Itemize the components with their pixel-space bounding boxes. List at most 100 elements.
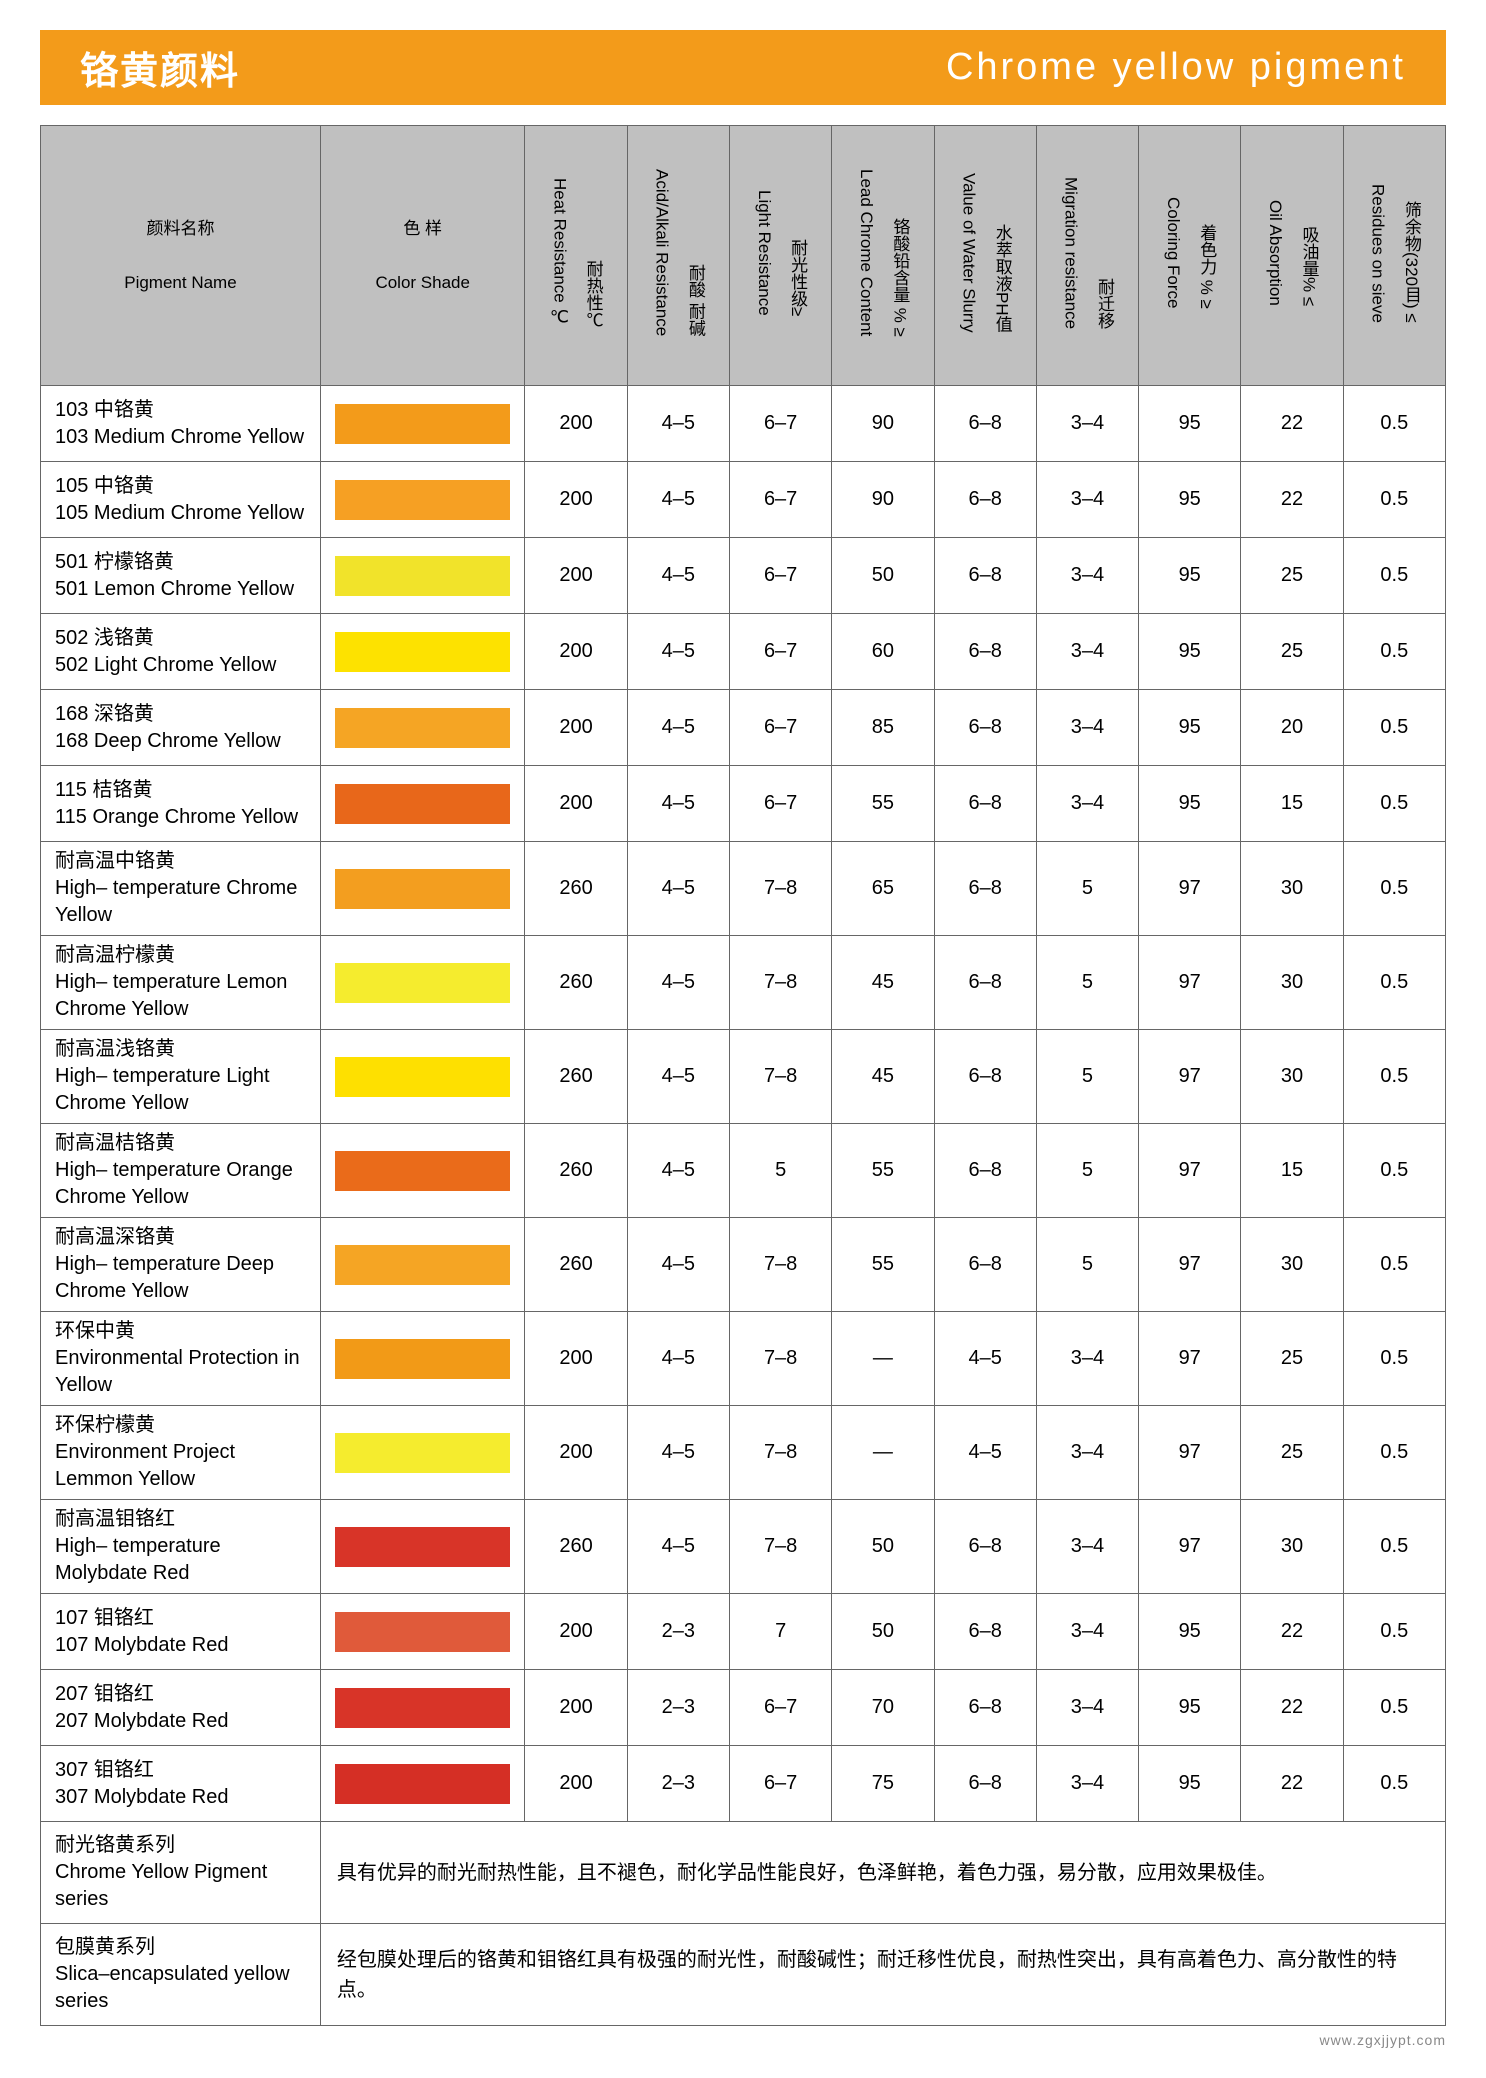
header-col-cn: 耐迁移: [1092, 278, 1116, 329]
color-swatch: [335, 963, 511, 1003]
series-name-cn: 包膜黄系列: [55, 1936, 155, 1958]
header-col-2: Light Resistance 耐光性级≥: [730, 126, 832, 386]
data-cell: 4–5: [627, 1406, 729, 1500]
data-cell: 260: [525, 1030, 627, 1124]
data-cell: 3–4: [1036, 462, 1138, 538]
data-cell: 25: [1241, 1312, 1343, 1406]
table-row: 103 中铬黄103 Medium Chrome Yellow2004–56–7…: [41, 386, 1446, 462]
data-cell: 7–8: [730, 842, 832, 936]
pigment-name-cn: 502 浅铬黄: [55, 625, 316, 652]
header-col-8: Residues on sieve 筛余物(320目) ≤: [1343, 126, 1445, 386]
data-cell: 0.5: [1343, 538, 1445, 614]
data-cell: 6–7: [730, 386, 832, 462]
header-col-en: Migration resistance: [1059, 177, 1083, 329]
pigment-name-en: 207 Molybdate Red: [55, 1708, 316, 1735]
data-cell: 7–8: [730, 1500, 832, 1594]
data-cell: 4–5: [627, 1030, 729, 1124]
data-cell: 95: [1139, 690, 1241, 766]
data-cell: 4–5: [934, 1312, 1036, 1406]
data-cell: 200: [525, 1670, 627, 1746]
data-cell: 55: [832, 1124, 934, 1218]
data-cell: 30: [1241, 1500, 1343, 1594]
series-desc: 具有优异的耐光耐热性能，且不褪色，耐化学品性能良好，色泽鲜艳，着色力强，易分散，…: [320, 1822, 1445, 1924]
pigment-name: 501 柠檬铬黄501 Lemon Chrome Yellow: [41, 538, 321, 614]
data-cell: 97: [1139, 1312, 1241, 1406]
pigment-name: 103 中铬黄103 Medium Chrome Yellow: [41, 386, 321, 462]
header-shade-cn: 色 样: [403, 219, 442, 238]
pigment-name-cn: 103 中铬黄: [55, 397, 316, 424]
header-col-cn: 着色力 % ≥: [1194, 224, 1218, 309]
color-shade-cell: [320, 1406, 525, 1500]
banner-title-cn: 铬黄颜料: [80, 40, 240, 95]
data-cell: 3–4: [1036, 766, 1138, 842]
data-cell: 30: [1241, 842, 1343, 936]
data-cell: 95: [1139, 614, 1241, 690]
data-cell: 0.5: [1343, 1594, 1445, 1670]
banner-title-en: Chrome yellow pigment: [946, 46, 1406, 89]
color-swatch: [335, 784, 511, 824]
data-cell: 200: [525, 1746, 627, 1822]
pigment-table: 颜料名称 Pigment Name 色 样 Color Shade Heat R…: [40, 125, 1446, 2026]
data-cell: 3–4: [1036, 538, 1138, 614]
pigment-name-en: 307 Molybdate Red: [55, 1784, 316, 1811]
data-cell: 200: [525, 1594, 627, 1670]
header-col-cn: 耐光性级≥: [785, 239, 809, 316]
data-cell: 97: [1139, 1218, 1241, 1312]
data-cell: 97: [1139, 1124, 1241, 1218]
pigment-name-en: High– temperature Deep Chrome Yellow: [55, 1251, 316, 1305]
pigment-name: 耐高温钼铬红High– temperature Molybdate Red: [41, 1500, 321, 1594]
pigment-name-en: High– temperature Orange Chrome Yellow: [55, 1157, 316, 1211]
data-cell: 97: [1139, 936, 1241, 1030]
header-col-en: Heat Resistance ℃: [548, 178, 572, 327]
data-cell: 0.5: [1343, 462, 1445, 538]
table-row: 耐高温中铬黄High– temperature Chrome Yellow260…: [41, 842, 1446, 936]
data-cell: 75: [832, 1746, 934, 1822]
data-cell: 6–8: [934, 1670, 1036, 1746]
pigment-name: 105 中铬黄105 Medium Chrome Yellow: [41, 462, 321, 538]
data-cell: 6–8: [934, 1746, 1036, 1822]
color-shade-cell: [320, 1218, 525, 1312]
pigment-name-cn: 105 中铬黄: [55, 473, 316, 500]
header-name-cn: 颜料名称: [146, 219, 214, 238]
data-cell: 6–8: [934, 936, 1036, 1030]
color-swatch: [335, 1527, 511, 1567]
header-col-0: Heat Resistance ℃ 耐热性℃: [525, 126, 627, 386]
color-swatch: [335, 556, 511, 596]
data-cell: 200: [525, 386, 627, 462]
data-cell: 22: [1241, 1594, 1343, 1670]
pigment-name-en: High– temperature Lemon Chrome Yellow: [55, 969, 316, 1023]
data-cell: 6–8: [934, 1124, 1036, 1218]
data-cell: 3–4: [1036, 1406, 1138, 1500]
series-name-en: Slica–encapsulated yellow series: [55, 1963, 290, 2012]
header-col-cn: 吸油量% ≤: [1297, 226, 1321, 306]
data-cell: 22: [1241, 386, 1343, 462]
table-row: 耐高温浅铬黄High– temperature Light Chrome Yel…: [41, 1030, 1446, 1124]
data-cell: 200: [525, 538, 627, 614]
data-cell: 4–5: [627, 1500, 729, 1594]
color-shade-cell: [320, 842, 525, 936]
data-cell: 7–8: [730, 936, 832, 1030]
pigment-name-cn: 耐高温中铬黄: [55, 848, 316, 875]
data-cell: 90: [832, 386, 934, 462]
data-cell: 6–7: [730, 690, 832, 766]
data-cell: 0.5: [1343, 1746, 1445, 1822]
table-row: 耐高温钼铬红High– temperature Molybdate Red260…: [41, 1500, 1446, 1594]
data-cell: 30: [1241, 1030, 1343, 1124]
pigment-name-cn: 107 钼铬红: [55, 1605, 316, 1632]
data-cell: 97: [1139, 842, 1241, 936]
header-col-3: Lead Chrome Content 铬酸铅含量 % ≥: [832, 126, 934, 386]
color-swatch: [335, 869, 511, 909]
pigment-name-cn: 115 桔铬黄: [55, 777, 316, 804]
data-cell: 4–5: [627, 936, 729, 1030]
color-shade-cell: [320, 538, 525, 614]
pigment-name: 环保柠檬黄Environment Project Lemmon Yellow: [41, 1406, 321, 1500]
data-cell: 55: [832, 1218, 934, 1312]
pigment-name-cn: 207 钼铬红: [55, 1681, 316, 1708]
data-cell: —: [832, 1312, 934, 1406]
data-cell: 4–5: [627, 766, 729, 842]
data-cell: 7–8: [730, 1218, 832, 1312]
data-cell: 200: [525, 1406, 627, 1500]
data-cell: 4–5: [627, 1124, 729, 1218]
data-cell: 95: [1139, 1746, 1241, 1822]
footer-url: www.zgxjjypt.com: [0, 2026, 1486, 2078]
